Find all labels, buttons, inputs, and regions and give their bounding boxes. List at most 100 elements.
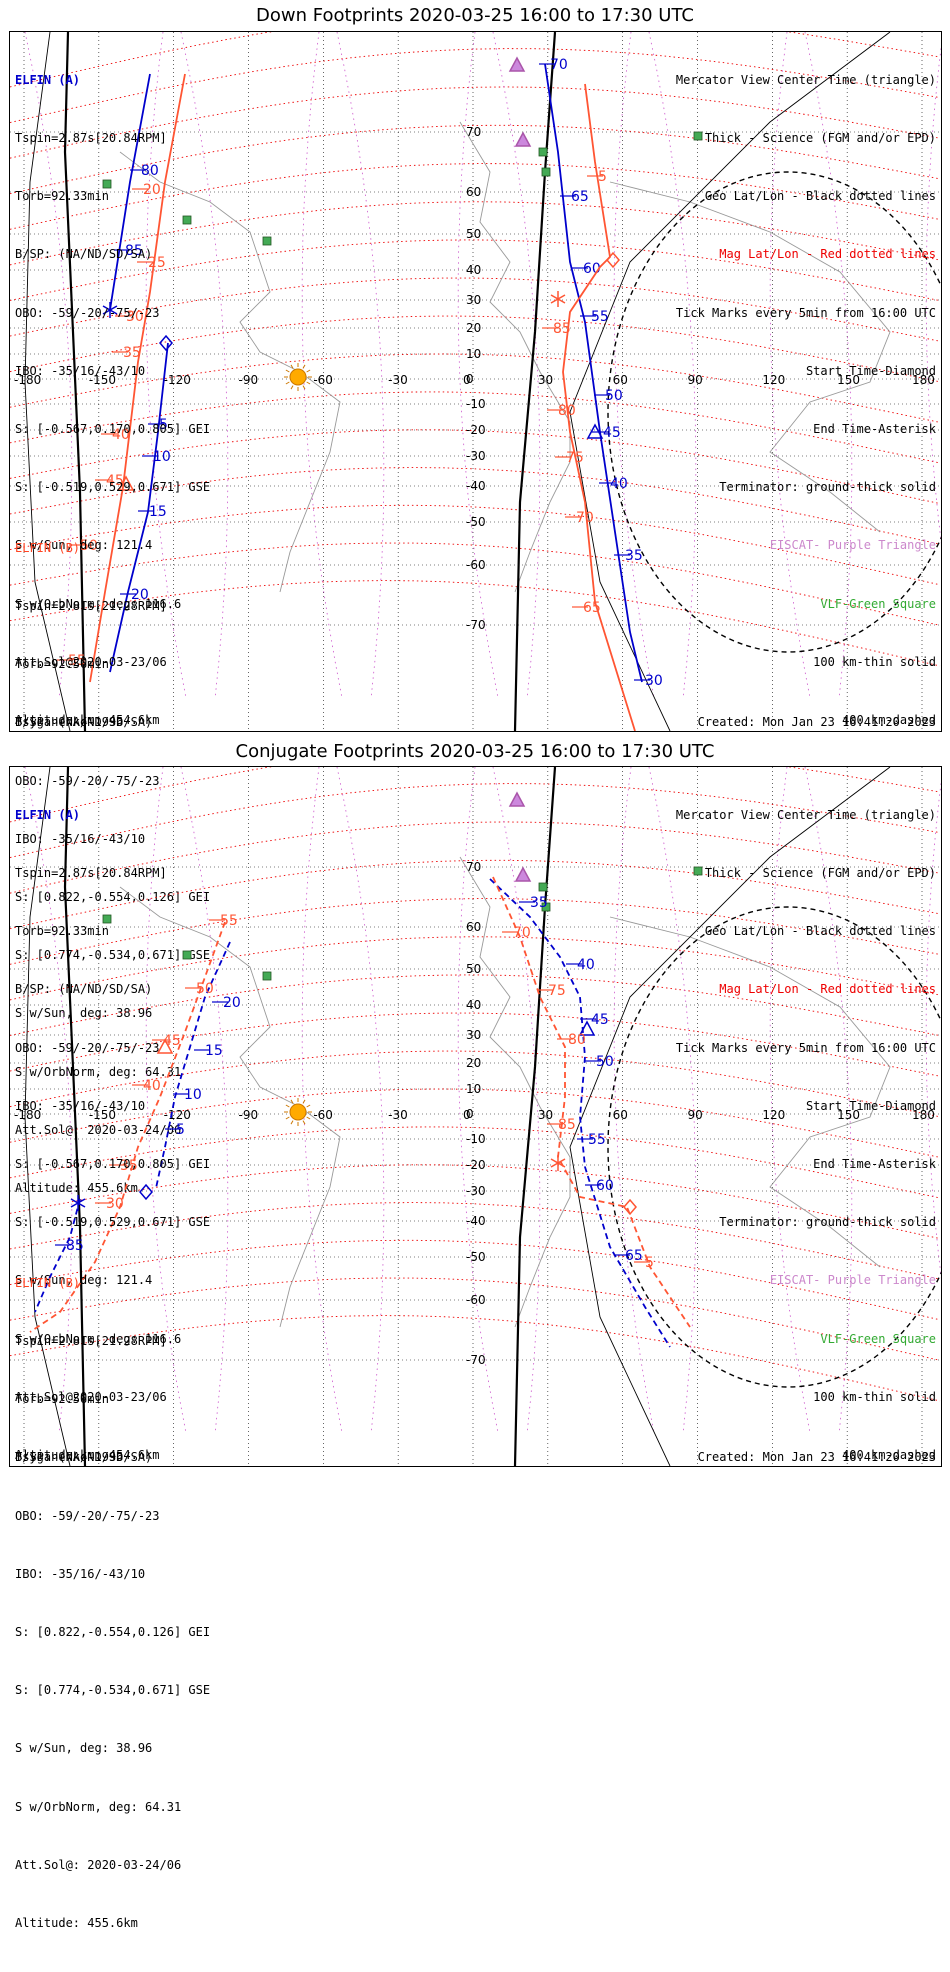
- created-label: Created: Mon Jan 23 16:41:20 2023: [697, 715, 936, 729]
- elfin-b-time-label: 20: [143, 182, 161, 198]
- info-line: B/SP: (NA/ND/SD/SA): [15, 982, 153, 997]
- mag-lat-line: [10, 86, 941, 159]
- elfin-b-time-label: 55: [68, 653, 86, 669]
- info-line: Att.Sol@: 2020-03-24/06: [15, 1857, 182, 1872]
- sun-ray: [290, 385, 294, 390]
- elfin-a-time-label: 35: [625, 548, 643, 564]
- elfin-b-time-label: 30: [126, 309, 144, 325]
- elfin-a-time-label: 30: [645, 673, 663, 689]
- elfin-a-time-label: 55: [588, 1132, 606, 1148]
- mag-lat-line: [10, 504, 941, 586]
- sun-ray: [302, 1120, 306, 1125]
- elfin-b-time-label: 65: [583, 600, 601, 616]
- terminator-line: [513, 767, 557, 1466]
- footprint-100km: [24, 32, 71, 731]
- info-line: S: [-0.519,0.529,0.671] GSE: [15, 1215, 211, 1230]
- mag-lon-line: [804, 32, 853, 698]
- mag-lon-line: [145, 767, 187, 1433]
- start-diamond: [606, 251, 620, 269]
- info-line: S: [0.774,-0.534,0.671] GSE: [15, 948, 211, 963]
- info-line: IBO: -35/16/-43/10: [15, 1566, 146, 1581]
- lat-tick-label: 50: [466, 227, 481, 241]
- lon-tick-label: -150: [89, 1108, 116, 1122]
- mag-lat-line: [10, 163, 941, 230]
- elfin-b-time-label: 35: [120, 1158, 138, 1174]
- lon-tick-label: -30: [388, 373, 408, 387]
- legend-down: Mercator View Center Time (triangle) Thi…: [676, 32, 936, 769]
- info-line: Att.Sol@2020-03-23/06: [15, 654, 167, 669]
- legend-line: Geo Lat/Lon - Black dotted lines: [704, 924, 936, 939]
- info-line: Torb=92.33min: [15, 189, 109, 204]
- elfin-b-time-label: 70: [513, 925, 531, 941]
- lon-tick-label: -60: [313, 373, 333, 387]
- info-line: S: [-0.567,0.170,0.805] GEI: [15, 1157, 211, 1172]
- info-line: S: [-0.567,0.170,0.805] GEI: [15, 422, 211, 437]
- legend-line: VLF-Green Square: [820, 596, 936, 611]
- elfin-b-time-label: 45: [106, 473, 124, 489]
- mag-lat-line: [10, 353, 941, 423]
- vlf-square: [538, 882, 548, 892]
- info-line: Altitude km: 454.6km: [15, 713, 160, 728]
- coastline: [119, 886, 341, 1328]
- vlf-square: [693, 866, 703, 876]
- lat-tick-label: 0: [466, 372, 474, 386]
- footprint-100km: [24, 767, 71, 1466]
- start-diamond: [623, 1198, 637, 1216]
- mag-lat-line: [10, 1202, 941, 1280]
- elfin-b-track: [492, 876, 691, 1328]
- legend-line: EISCAT- Purple Triangle: [769, 1273, 936, 1288]
- info-line: S w/OrbNorm, deg: 64.31: [15, 1064, 182, 1079]
- mag-lat-line: [10, 467, 941, 545]
- sun-icon: [289, 1103, 307, 1121]
- footprint-100km: [569, 767, 891, 1466]
- terminator-line: [63, 32, 87, 731]
- info-line: ELFIN (B): [15, 1275, 81, 1290]
- elfin-b-track: [89, 73, 186, 683]
- lon-tick-label: 90: [688, 373, 703, 387]
- lat-tick-label: 30: [466, 1028, 481, 1042]
- elfin-b-time-label: 85: [558, 1117, 576, 1133]
- mag-lat-line: [10, 1126, 941, 1199]
- lat-tick-label: -20: [466, 1158, 486, 1172]
- lat-tick-label: -10: [466, 1132, 486, 1146]
- elfin-b-time-label: 40: [143, 1078, 161, 1094]
- mag-lat-line: [10, 821, 941, 894]
- sun-ray: [306, 369, 311, 373]
- info-line: Altitude: 455.6km: [15, 1181, 138, 1196]
- elfin-a-time-label: 70: [550, 57, 568, 73]
- coastline: [119, 151, 341, 593]
- info-line: ELFIN (A): [15, 807, 81, 822]
- info-line: S: [0.822,-0.554,0.126] GEI: [15, 1625, 211, 1640]
- center-triangle: [156, 1038, 174, 1054]
- info-line: OBO: -59/-20/-75/-23: [15, 1508, 160, 1523]
- panel-title-down: Down Footprints 2020-03-25 16:00 to 17:3…: [256, 5, 694, 26]
- lon-tick-label: 0: [463, 1108, 471, 1122]
- lat-tick-label: -30: [466, 449, 486, 463]
- sun-ray: [285, 381, 290, 385]
- lon-tick-label: -120: [164, 373, 191, 387]
- elfin-a-time-label: 35: [530, 895, 548, 911]
- mag-lon-line: [613, 32, 655, 698]
- lon-tick-label: -120: [164, 1108, 191, 1122]
- sun-ray: [285, 1116, 290, 1120]
- center-triangle: [514, 866, 532, 882]
- elfin-a-time-label: 20: [223, 995, 241, 1011]
- legend-line: End Time-Asterisk: [813, 422, 936, 437]
- lon-tick-label: 60: [613, 1108, 628, 1122]
- elfin-b-track: [29, 921, 226, 1333]
- info-line: B/SP: (NA/ND/SD/SA): [15, 1450, 153, 1465]
- lon-tick-label: -180: [14, 373, 41, 387]
- legend-line: Mag Lat/Lon - Red dotted lines: [719, 982, 936, 997]
- info-line: S w/Sun, deg: 121.4: [15, 538, 153, 553]
- elfin-b-time-label: 85: [553, 321, 571, 337]
- center-triangle: [508, 56, 526, 72]
- elfin-b-time-label: 55: [220, 913, 238, 929]
- lat-tick-label: 70: [466, 860, 481, 874]
- vlf-square: [102, 179, 112, 189]
- mag-lat-line: [10, 277, 941, 342]
- lat-tick-label: 20: [466, 321, 481, 335]
- mag-lat-line: [10, 201, 941, 266]
- map-panel-down: -180 -150 -120 -90 -60 -30 0 30 60 90 120 150 180 70 6…: [9, 31, 942, 1195]
- lat-tick-label: -40: [466, 479, 486, 493]
- legend-line: Geo Lat/Lon - Black dotted lines: [704, 189, 936, 204]
